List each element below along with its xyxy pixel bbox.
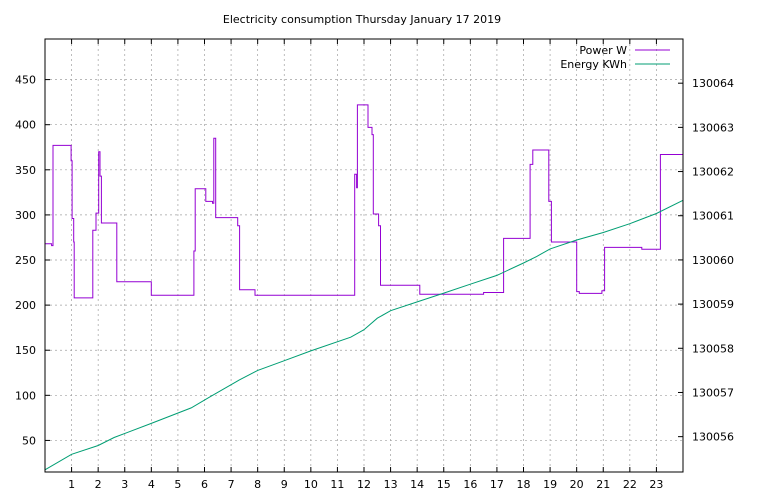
legend-label-power: Power W <box>579 44 627 57</box>
y2-tick-label: 130059 <box>692 298 734 311</box>
y-tick-label: 350 <box>15 164 36 177</box>
legend-label-energy: Energy KWh <box>560 58 627 71</box>
chart-title: Electricity consumption Thursday January… <box>223 13 501 26</box>
y2-tick-label: 130062 <box>692 166 734 179</box>
x-tick-label: 10 <box>304 478 318 491</box>
series-line-power <box>45 104 683 299</box>
x-tick-label: 17 <box>490 478 504 491</box>
x-tick-label: 3 <box>121 478 128 491</box>
x-tick-label: 14 <box>410 478 424 491</box>
grid-layer <box>45 39 683 472</box>
x-tick-label: 23 <box>649 478 663 491</box>
x-tick-label: 5 <box>174 478 181 491</box>
x-tick-label: 4 <box>148 478 155 491</box>
y2-tick-label: 130064 <box>692 77 734 90</box>
x-tick-label: 7 <box>228 478 235 491</box>
x-tick-label: 9 <box>281 478 288 491</box>
y-tick-label: 50 <box>22 434 36 447</box>
y-tick-label: 250 <box>15 254 36 267</box>
y2-tick-label: 130060 <box>692 254 734 267</box>
series-layer <box>44 104 684 471</box>
series-line-energy <box>44 199 684 471</box>
x-tick-label: 2 <box>95 478 102 491</box>
x-tick-label: 16 <box>463 478 477 491</box>
x-tick-label: 20 <box>570 478 584 491</box>
y-tick-label: 200 <box>15 299 36 312</box>
x-tick-label: 22 <box>623 478 637 491</box>
y-tick-label: 400 <box>15 119 36 132</box>
legend: Power W Energy KWh <box>560 44 670 71</box>
x-tick-label: 19 <box>543 478 557 491</box>
plot-frame <box>44 38 684 473</box>
x-tick-label: 11 <box>330 478 344 491</box>
y2-tick-label: 130056 <box>692 431 734 444</box>
y-tick-label: 100 <box>15 389 36 402</box>
x-tick-label: 21 <box>596 478 610 491</box>
y2-tick-label: 130063 <box>692 121 734 134</box>
y2-tick-label: 130061 <box>692 210 734 223</box>
y-tick-label: 150 <box>15 344 36 357</box>
y2-tick-label: 130058 <box>692 342 734 355</box>
x-tick-label: 1 <box>68 478 75 491</box>
x-tick-label: 12 <box>357 478 371 491</box>
y-tick-label: 450 <box>15 74 36 87</box>
y2-tick-label: 130057 <box>692 386 734 399</box>
y-tick-label: 300 <box>15 209 36 222</box>
x-tick-label: 6 <box>201 478 208 491</box>
x-tick-label: 8 <box>254 478 261 491</box>
axis-layer: 1 2 3 4 5 6 7 8 9 10 11 12 13 14 15 16 17 18 19 20 21 22 23501… <box>15 39 734 491</box>
x-tick-label: 18 <box>517 478 531 491</box>
x-tick-label: 13 <box>384 478 398 491</box>
x-tick-label: 15 <box>437 478 451 491</box>
